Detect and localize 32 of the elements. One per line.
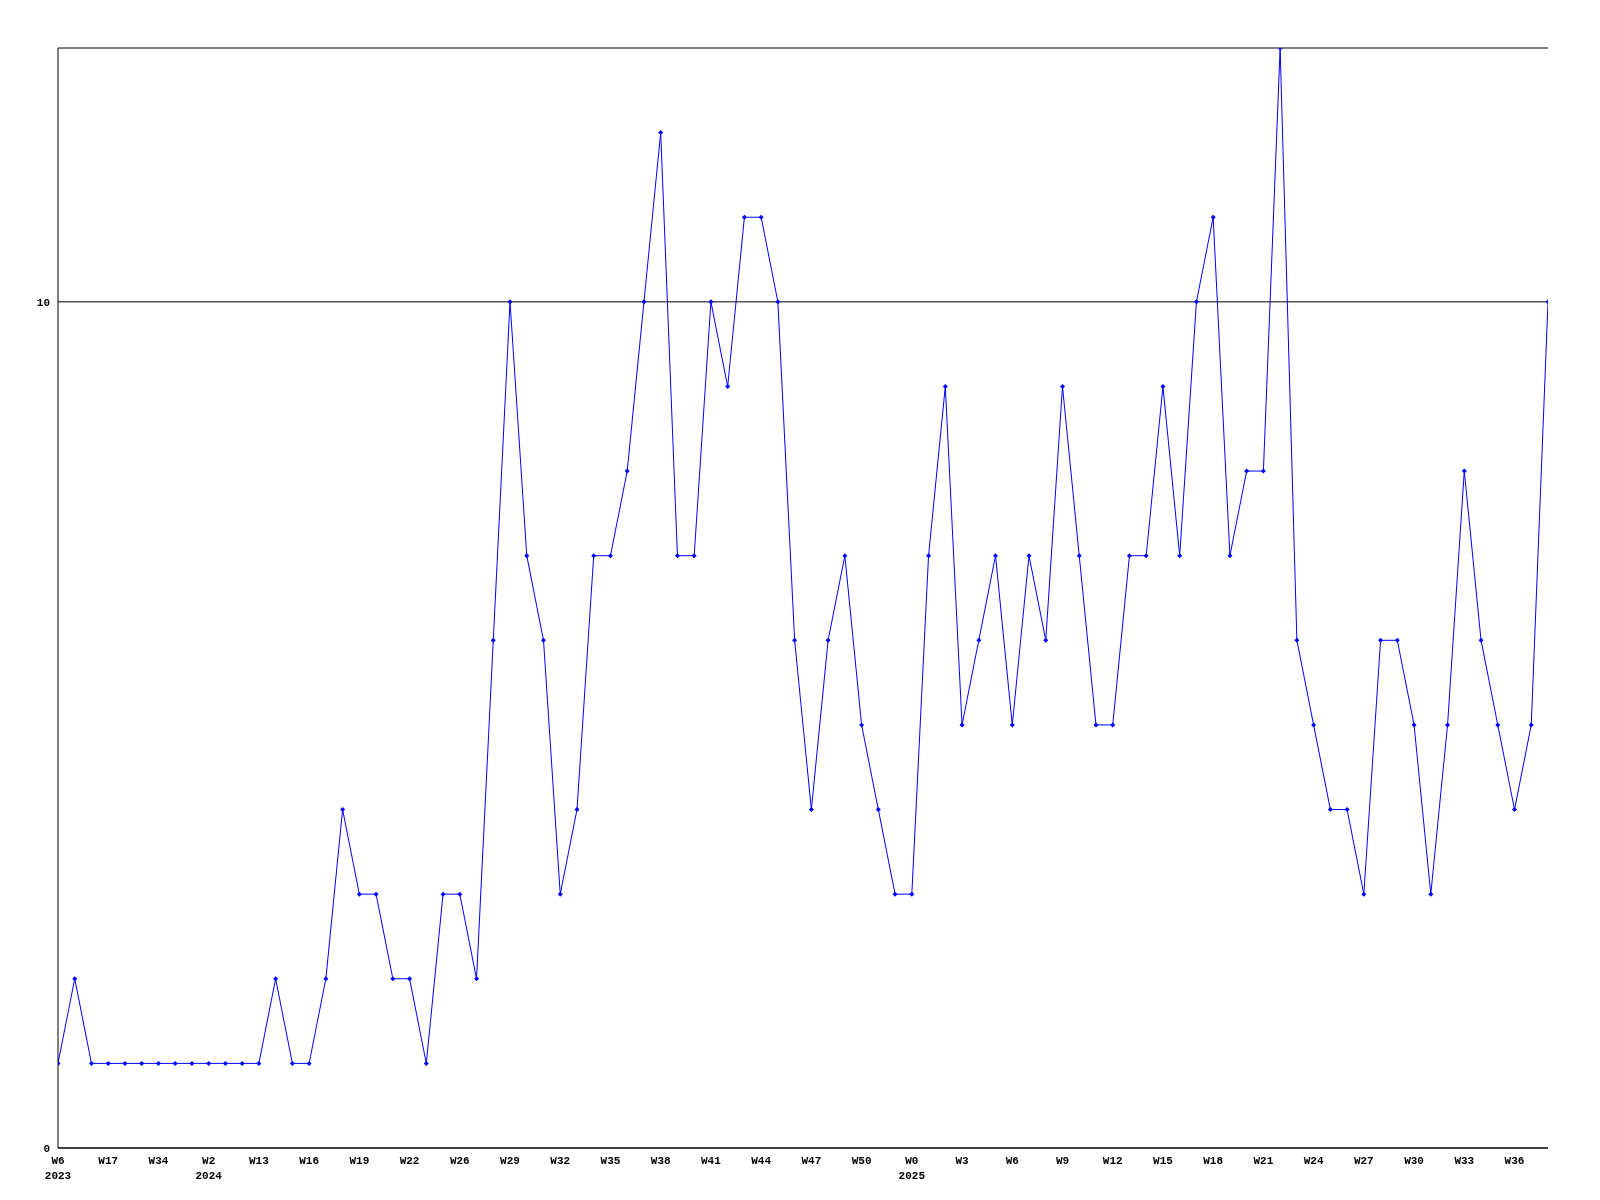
x-tick-label: W19: [349, 1155, 370, 1167]
x-tick-label: W13: [248, 1155, 270, 1167]
x-tick-label: W2 2024: [195, 1155, 223, 1182]
x-tick-label: W18: [1203, 1155, 1224, 1167]
x-tick-label: W6 2023: [44, 1155, 72, 1182]
x-tick-label: W21: [1253, 1155, 1274, 1167]
x-tick-label: W0 2025: [898, 1155, 926, 1182]
x-tick-label: W41: [701, 1155, 722, 1167]
y-tick-label: 10: [36, 296, 50, 309]
x-tick-label: W50: [851, 1155, 872, 1167]
x-tick-label: W47: [801, 1155, 822, 1167]
x-tick-label: W26: [449, 1155, 470, 1167]
x-tick-label: W9: [1055, 1155, 1070, 1167]
x-tick-label: W30: [1404, 1155, 1424, 1167]
x-tick-label: W3: [955, 1155, 970, 1167]
x-tick-label: W36: [1504, 1155, 1525, 1167]
x-tick-label: W16: [299, 1155, 320, 1167]
x-tick-label: W15: [1153, 1155, 1174, 1167]
x-tick-label: W34: [148, 1155, 169, 1167]
x-tick-label: W17: [98, 1155, 119, 1167]
x-tick-label: W12: [1102, 1155, 1123, 1167]
x-tick-label: W29: [500, 1155, 520, 1167]
x-tick-label: W35: [600, 1155, 621, 1167]
x-tick-label: W33: [1454, 1155, 1475, 1167]
x-tick-label: W27: [1353, 1155, 1374, 1167]
x-tick-label: W22: [399, 1155, 420, 1167]
x-tick-label: W24: [1303, 1155, 1324, 1167]
x-tick-label: W38: [650, 1155, 671, 1167]
x-tick-label: W32: [550, 1155, 571, 1167]
x-tick-label: W44: [751, 1155, 772, 1167]
x-tick-label: W6: [1005, 1155, 1019, 1167]
y-tick-label: 0: [43, 1142, 50, 1155]
